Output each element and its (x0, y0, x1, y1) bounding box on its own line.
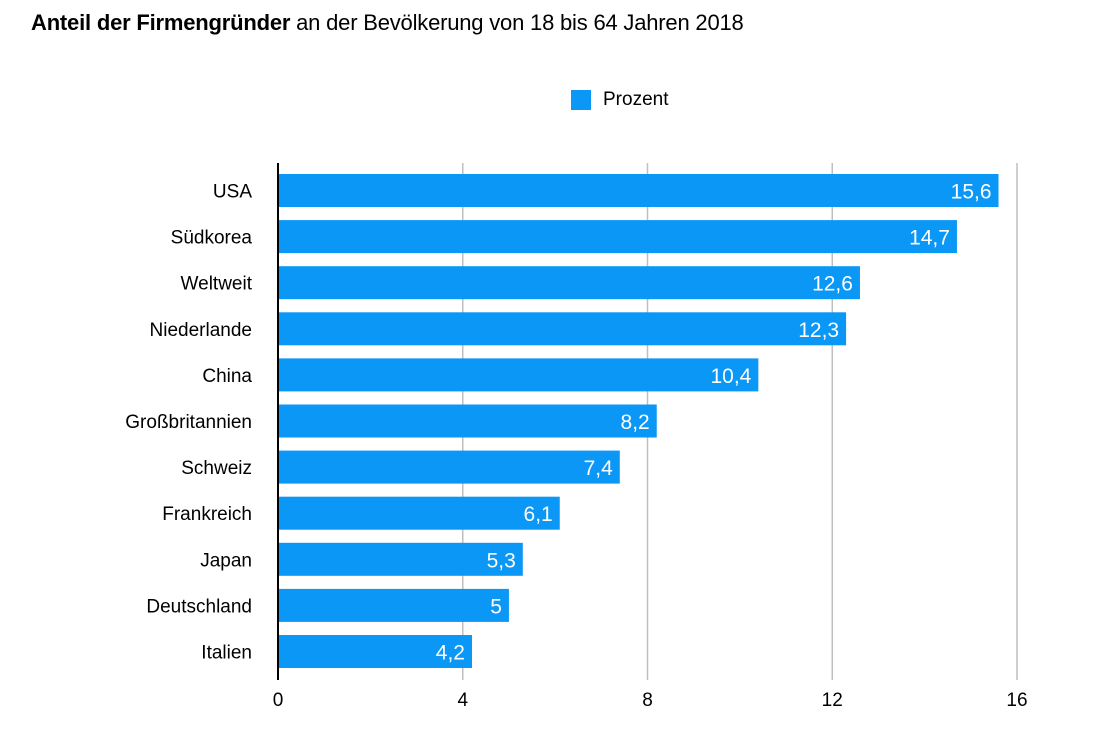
bar (278, 404, 657, 438)
category-label: Niederlande (150, 320, 252, 341)
bar (278, 635, 472, 668)
data-label: 12,3 (798, 319, 839, 342)
data-label: 12,6 (812, 273, 853, 296)
data-label: 10,4 (710, 365, 751, 388)
x-tick-label: 12 (822, 690, 843, 711)
data-label: 8,2 (621, 411, 650, 434)
x-tick-label: 16 (1006, 690, 1027, 711)
category-label: Schweiz (181, 458, 252, 479)
category-label: Deutschland (146, 596, 252, 617)
chart-title-rest: an der Bevölkerung von 18 bis 64 Jahren … (290, 10, 744, 35)
legend-swatch (571, 90, 591, 110)
data-label: 5,3 (487, 549, 516, 572)
bar (278, 588, 509, 622)
category-label: Japan (200, 550, 252, 571)
bar (278, 542, 523, 576)
bar (278, 312, 847, 346)
category-label: China (202, 366, 252, 387)
category-label: Italien (201, 643, 252, 664)
bar (278, 496, 560, 530)
data-label: 7,4 (584, 457, 614, 480)
data-label: 6,1 (524, 503, 553, 526)
bar (278, 174, 999, 207)
legend-label: Prozent (603, 89, 669, 110)
data-label: 14,7 (909, 227, 950, 250)
data-label: 4,2 (436, 642, 465, 665)
chart-title: Anteil der Firmengründer an der Bevölker… (31, 10, 744, 36)
data-label: 15,6 (951, 181, 992, 204)
category-label: Südkorea (171, 228, 253, 249)
bar (278, 266, 860, 300)
x-tick-label: 4 (457, 690, 468, 711)
data-label: 5 (490, 595, 502, 618)
x-tick-label: 8 (642, 690, 653, 711)
chart-title-bold: Anteil der Firmengründer (31, 10, 291, 35)
category-label: Weltweit (181, 274, 253, 295)
category-label: USA (213, 182, 252, 203)
legend: Prozent (571, 89, 668, 111)
x-tick-label: 0 (273, 690, 284, 711)
bar (278, 220, 957, 254)
category-label: Großbritannien (125, 412, 252, 433)
category-label: Frankreich (162, 504, 252, 525)
bar (278, 358, 759, 392)
bar (278, 450, 620, 484)
